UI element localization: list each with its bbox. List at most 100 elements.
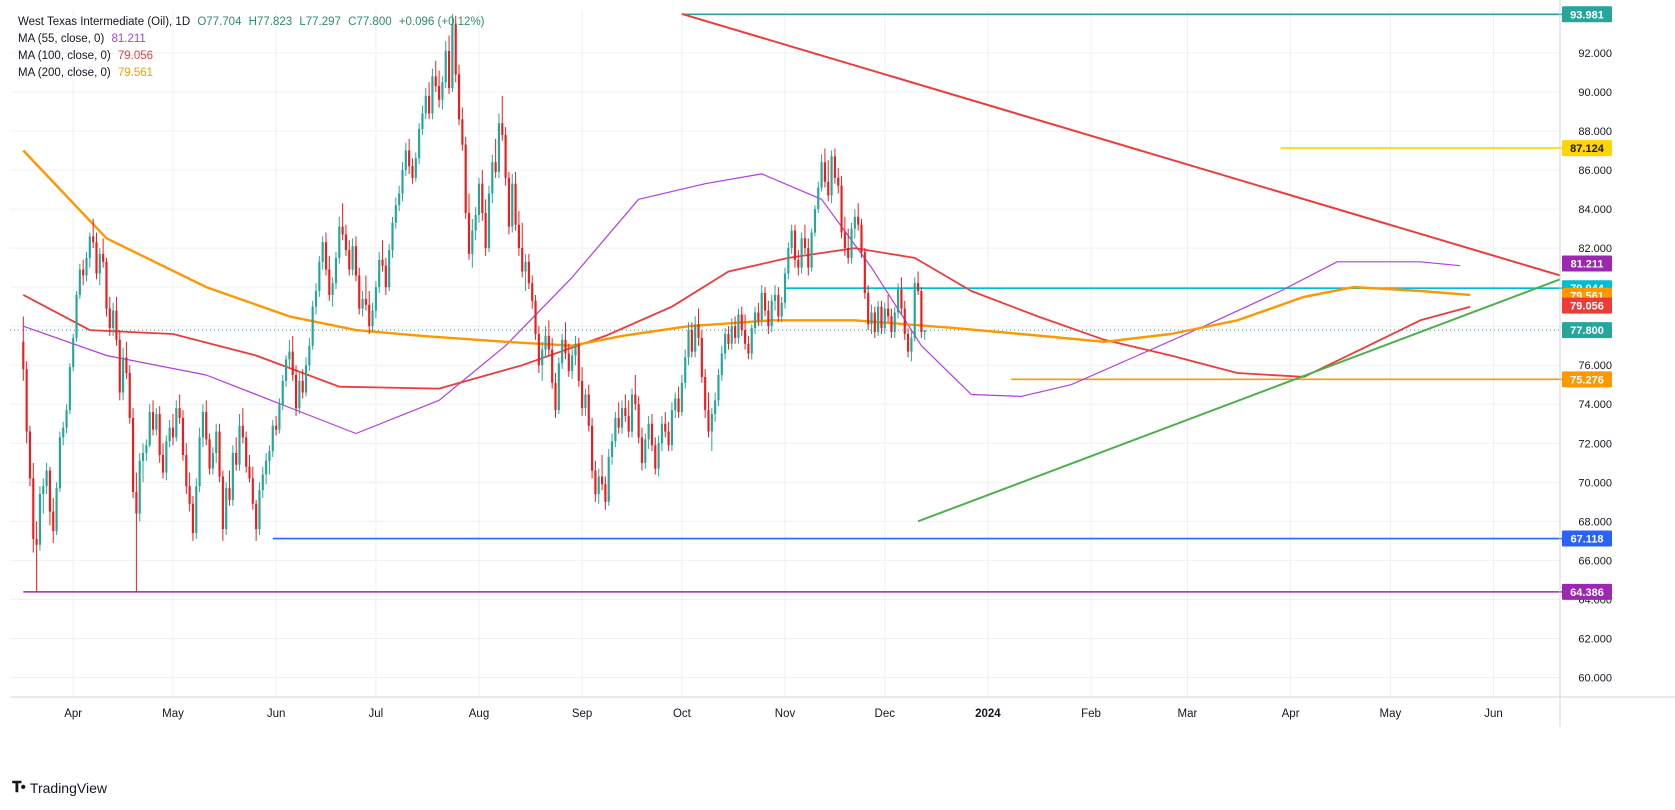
candle[interactable] xyxy=(125,341,128,379)
candle[interactable] xyxy=(687,322,690,366)
candle[interactable] xyxy=(767,300,770,334)
candle[interactable] xyxy=(308,337,311,372)
candle[interactable] xyxy=(318,255,321,297)
candle[interactable] xyxy=(112,302,115,336)
candle[interactable] xyxy=(481,170,484,221)
candle[interactable] xyxy=(870,304,873,334)
candle[interactable] xyxy=(734,316,737,344)
candle[interactable] xyxy=(55,482,58,536)
candle[interactable] xyxy=(561,333,564,370)
candle[interactable] xyxy=(501,95,504,141)
candle[interactable] xyxy=(471,218,474,268)
candle[interactable] xyxy=(364,275,367,311)
candle[interactable] xyxy=(221,470,224,541)
candle[interactable] xyxy=(205,400,208,446)
candle[interactable] xyxy=(301,369,304,399)
candle[interactable] xyxy=(913,277,916,342)
candle[interactable] xyxy=(378,252,381,293)
candle[interactable] xyxy=(591,417,594,479)
candle[interactable] xyxy=(467,193,471,260)
candle[interactable] xyxy=(793,224,797,268)
candle[interactable] xyxy=(338,216,341,264)
candle[interactable] xyxy=(610,433,614,465)
candle[interactable] xyxy=(541,341,544,381)
candle[interactable] xyxy=(115,296,118,346)
candle[interactable] xyxy=(281,374,284,411)
candle[interactable] xyxy=(185,443,188,495)
candle[interactable] xyxy=(877,300,880,336)
candle[interactable] xyxy=(551,337,554,389)
candle[interactable] xyxy=(414,152,417,182)
candle[interactable] xyxy=(521,222,524,278)
candle[interactable] xyxy=(853,209,856,239)
candle[interactable] xyxy=(171,414,175,446)
candle[interactable] xyxy=(278,398,281,434)
candle[interactable] xyxy=(231,445,234,506)
candle[interactable] xyxy=(421,105,424,135)
candle[interactable] xyxy=(507,171,511,235)
candle[interactable] xyxy=(331,277,334,307)
candle[interactable] xyxy=(843,216,846,256)
candle[interactable] xyxy=(690,322,693,358)
candle[interactable] xyxy=(644,433,647,469)
candle[interactable] xyxy=(158,406,161,463)
candle[interactable] xyxy=(155,408,158,436)
candle[interactable] xyxy=(581,367,584,416)
candle[interactable] xyxy=(411,158,414,184)
candle[interactable] xyxy=(45,462,48,495)
candle[interactable] xyxy=(58,431,61,493)
candle[interactable] xyxy=(291,335,294,381)
candle[interactable] xyxy=(704,369,707,418)
candle[interactable] xyxy=(341,203,344,241)
candle[interactable] xyxy=(797,250,800,276)
candle[interactable] xyxy=(248,454,251,483)
candle[interactable] xyxy=(241,408,244,444)
candle[interactable] xyxy=(218,423,221,483)
candle[interactable] xyxy=(424,88,427,120)
candle[interactable] xyxy=(128,365,131,424)
candle[interactable] xyxy=(191,495,195,541)
candle[interactable] xyxy=(314,283,318,315)
candle[interactable] xyxy=(444,41,447,89)
candle[interactable] xyxy=(188,472,191,512)
candle[interactable] xyxy=(418,123,421,165)
candle[interactable] xyxy=(783,267,787,309)
candle[interactable] xyxy=(62,421,65,446)
candle[interactable] xyxy=(600,454,604,491)
candle[interactable] xyxy=(321,236,324,270)
candle[interactable] xyxy=(694,316,697,358)
candle[interactable] xyxy=(757,302,760,327)
candle[interactable] xyxy=(38,486,42,551)
ma55-legend[interactable]: MA (55, close, 0) 81.211 xyxy=(18,33,146,45)
candle[interactable] xyxy=(65,404,68,434)
candle[interactable] xyxy=(833,148,836,184)
candle[interactable] xyxy=(497,113,501,178)
candle[interactable] xyxy=(294,365,298,416)
candle[interactable] xyxy=(178,394,181,424)
candle[interactable] xyxy=(597,468,600,504)
candle[interactable] xyxy=(464,136,467,219)
ma100-legend[interactable]: MA (100, close, 0) 79.056 xyxy=(18,50,153,62)
candlesticks[interactable] xyxy=(22,13,926,592)
candle[interactable] xyxy=(138,453,141,522)
candle[interactable] xyxy=(108,296,111,336)
candle[interactable] xyxy=(684,349,687,389)
candle[interactable] xyxy=(777,287,780,323)
candle[interactable] xyxy=(790,224,793,254)
candle[interactable] xyxy=(517,211,520,256)
candle[interactable] xyxy=(388,244,391,292)
candle[interactable] xyxy=(211,447,214,475)
candle[interactable] xyxy=(604,476,607,510)
candle[interactable] xyxy=(827,160,830,202)
candle[interactable] xyxy=(760,285,763,327)
candle[interactable] xyxy=(92,218,95,249)
candle[interactable] xyxy=(594,460,597,502)
candle[interactable] xyxy=(773,285,777,311)
candle[interactable] xyxy=(700,330,703,383)
candle[interactable] xyxy=(208,433,211,475)
candle[interactable] xyxy=(161,443,165,479)
candle[interactable] xyxy=(910,330,913,362)
candle[interactable] xyxy=(744,314,747,350)
candle[interactable] xyxy=(328,255,331,301)
candle[interactable] xyxy=(740,306,743,336)
